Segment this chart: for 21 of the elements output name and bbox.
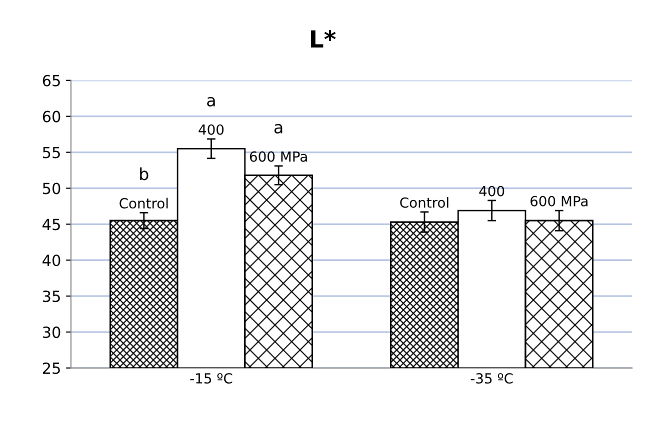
- y-tick-label: 60: [42, 110, 60, 122]
- y-tick-label: 55: [42, 146, 60, 158]
- y-tick-label: 40: [42, 254, 60, 266]
- y-tick-label: 65: [42, 74, 60, 86]
- chart-title: L*: [310, 30, 336, 48]
- series-label: Control: [120, 198, 168, 209]
- text: 600 MPa: [530, 196, 588, 206]
- y-tick-label: 50: [42, 182, 60, 194]
- y-tick-label: 45: [42, 218, 60, 230]
- series-label: 400: [198, 124, 224, 135]
- text: Control: [400, 197, 448, 208]
- text: 400: [479, 186, 504, 196]
- x-tick-label: -15 ºC: [190, 373, 232, 384]
- y-tick-label: 35: [42, 290, 60, 302]
- x-tick-label: -35 ºC: [470, 373, 513, 384]
- series-label: 600 MPa: [250, 151, 307, 162]
- y-tick-label: 25: [42, 362, 60, 374]
- annotation: b: [140, 167, 148, 180]
- y-tick-label: 30: [42, 326, 60, 338]
- annotation: a: [207, 96, 215, 107]
- annotation: a: [274, 124, 282, 134]
